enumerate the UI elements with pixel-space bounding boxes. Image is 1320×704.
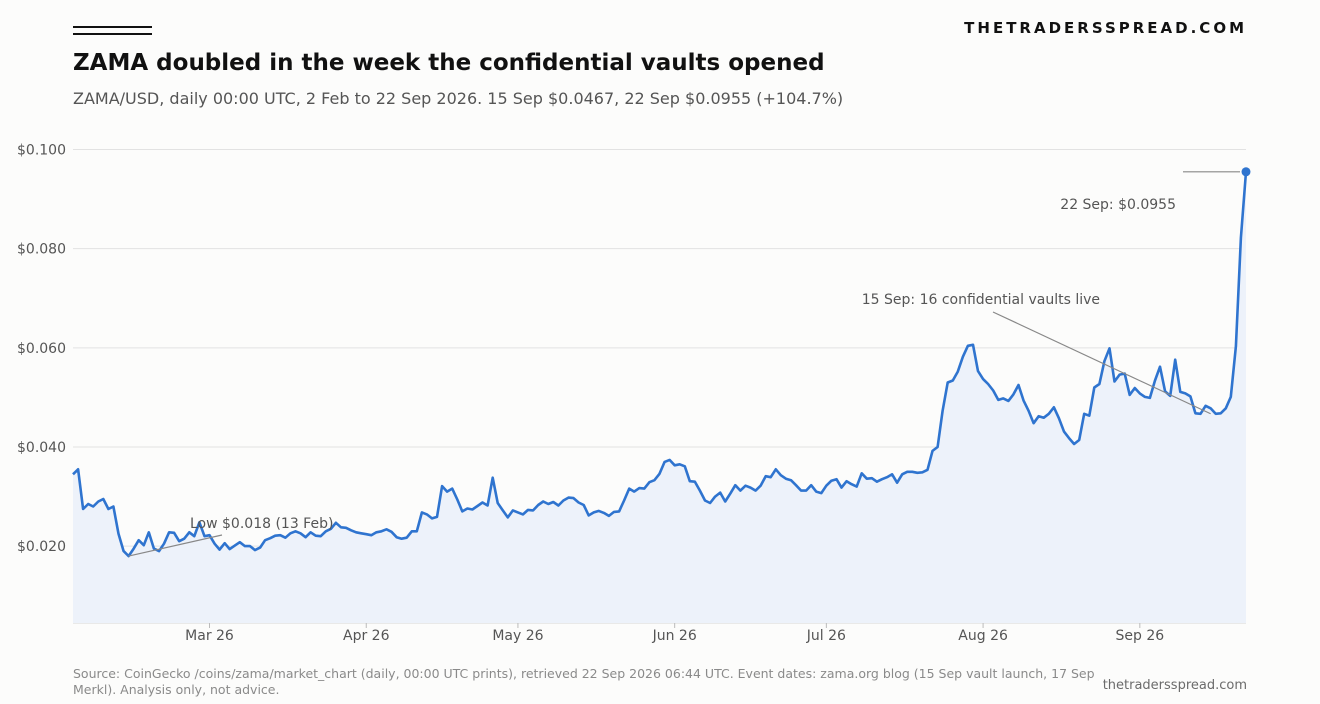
footer-brand: thetradersspread.com [1102, 678, 1247, 693]
price-line [72, 171, 1248, 558]
x-tick-label: Sep 26 [1115, 628, 1164, 644]
y-tick-label: $0.080 [17, 242, 66, 258]
x-tick-label: Jul 26 [806, 628, 846, 644]
source-note: Source: CoinGecko /coins/zama/market_cha… [73, 666, 1095, 697]
brand-wordmark: THETRADERSSPREAD.COM [964, 19, 1247, 37]
x-tick-label: Aug 26 [958, 628, 1008, 644]
chart-subtitle: ZAMA/USD, daily 00:00 UTC, 2 Feb to 22 S… [73, 89, 844, 108]
chart-title: ZAMA doubled in the week the confidentia… [73, 50, 825, 76]
y-tick-label: $0.020 [17, 539, 66, 555]
x-tick-label: Mar 26 [185, 628, 234, 644]
annotation-vault-launch-label: 15 Sep: 16 confidential vaults live [862, 292, 1100, 308]
x-tick-label: Jun 26 [652, 628, 697, 644]
y-tick-label: $0.060 [17, 341, 66, 357]
annotation-low-leader [128, 534, 223, 557]
annotation-low-label: Low $0.018 (13 Feb) [190, 516, 333, 532]
x-tick-label: Apr 26 [343, 628, 390, 644]
annotations: Low $0.018 (13 Feb) 15 Sep: 16 confidenti… [128, 167, 1251, 557]
brand-rule-mark [73, 26, 152, 35]
annotation-latest-label: 22 Sep: $0.0955 [1060, 197, 1176, 213]
price-area-fill [73, 171, 1246, 624]
x-tick-label: May 26 [492, 628, 543, 644]
y-axis: $0.020 $0.040 $0.060 $0.080 $0.100 [17, 142, 66, 555]
latest-point-marker [1241, 167, 1251, 177]
y-tick-label: $0.100 [17, 142, 66, 158]
annotation-vault-launch-leader [992, 311, 1211, 415]
x-axis: Mar 26 Apr 26 May 26 Jun 26 Jul 26 Aug 26 Sep … [73, 622, 1246, 644]
y-tick-label: $0.040 [17, 440, 66, 456]
